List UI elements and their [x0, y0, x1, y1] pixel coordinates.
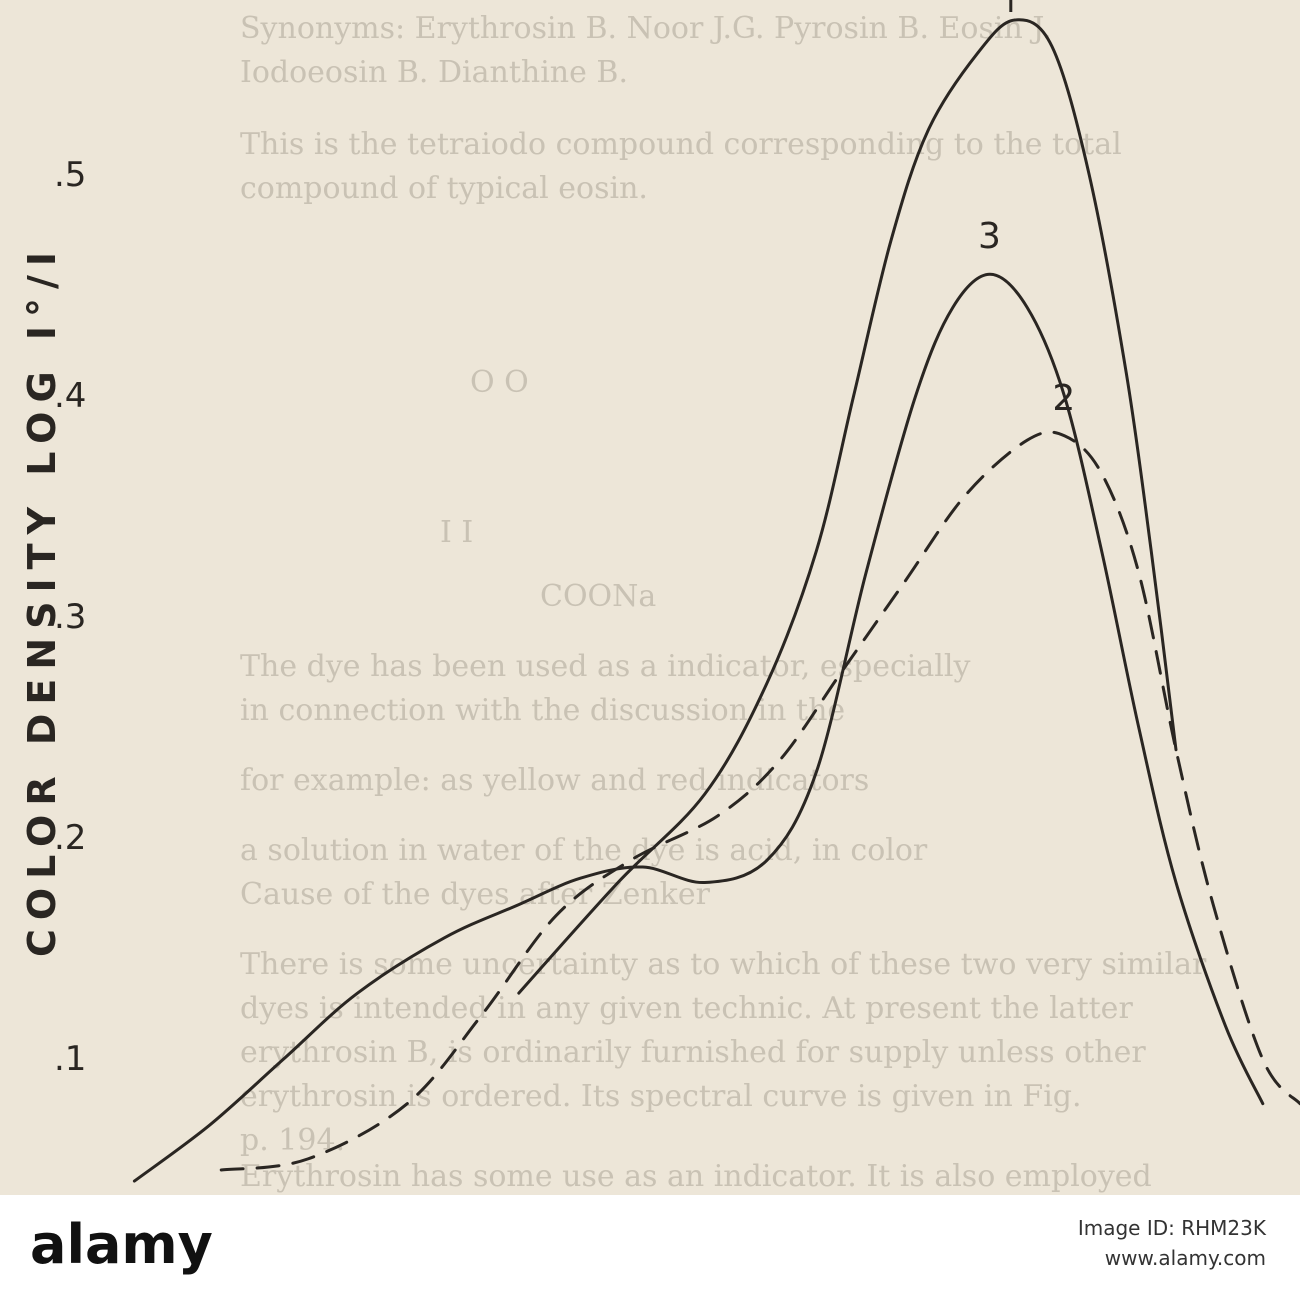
image-id-text: Image ID: RHM23K [1077, 1216, 1266, 1240]
background-text: in connection with the discussion in the [240, 694, 846, 728]
y-tick-label: .5 [54, 154, 87, 195]
series-line-1 [517, 18, 1178, 995]
background-text: I I [440, 516, 474, 550]
y-tick-label: .1 [54, 1039, 87, 1080]
background-text: dyes is intended in any given technic. A… [240, 992, 1133, 1026]
series-line-3 [132, 272, 1265, 1183]
series-label-2: 2 [1052, 377, 1076, 419]
background-text: COONa [540, 580, 657, 614]
background-text: a solution in water of the dye is acid, … [240, 834, 928, 868]
background-text: Erythrosin has some use as an indicator.… [240, 1160, 1152, 1194]
background-text: erythrosin is ordered. Its spectral curv… [240, 1080, 1082, 1114]
background-text: The dye has been used as a indicator, es… [240, 650, 971, 684]
image-url-text: www.alamy.com [1104, 1246, 1266, 1270]
alamy-logo: alamy [30, 1213, 213, 1276]
background-text: erythrosin B, is ordinarily furnished fo… [240, 1036, 1146, 1070]
y-tick-label: .2 [54, 818, 87, 859]
y-tick-label: .4 [54, 375, 87, 416]
chart-page: Synonyms: Erythrosin B. Noor J.G. Pyrosi… [0, 0, 1300, 1195]
series-line-2 [219, 430, 1300, 1172]
watermark-footer: alamy Image ID: RHM23K www.alamy.com [0, 1195, 1300, 1297]
background-text: O O [470, 366, 529, 400]
background-text: for example: as yellow and red indicator… [240, 764, 870, 798]
image-id: Image ID: RHM23K www.alamy.com [1078, 1213, 1266, 1273]
background-text: Synonyms: Erythrosin B. Noor J.G. Pyrosi… [240, 12, 1052, 46]
background-text: Cause of the dyes after Zenker [240, 878, 710, 912]
y-tick-label: .3 [54, 597, 87, 638]
spectral-chart [132, 0, 1300, 1183]
background-text: compound of typical eosin. [240, 172, 648, 206]
series-label-3: 3 [978, 216, 1001, 258]
background-text: Iodoeosin B. Dianthine B. [240, 56, 628, 90]
background-text: This is the tetraiodo compound correspon… [240, 128, 1122, 162]
